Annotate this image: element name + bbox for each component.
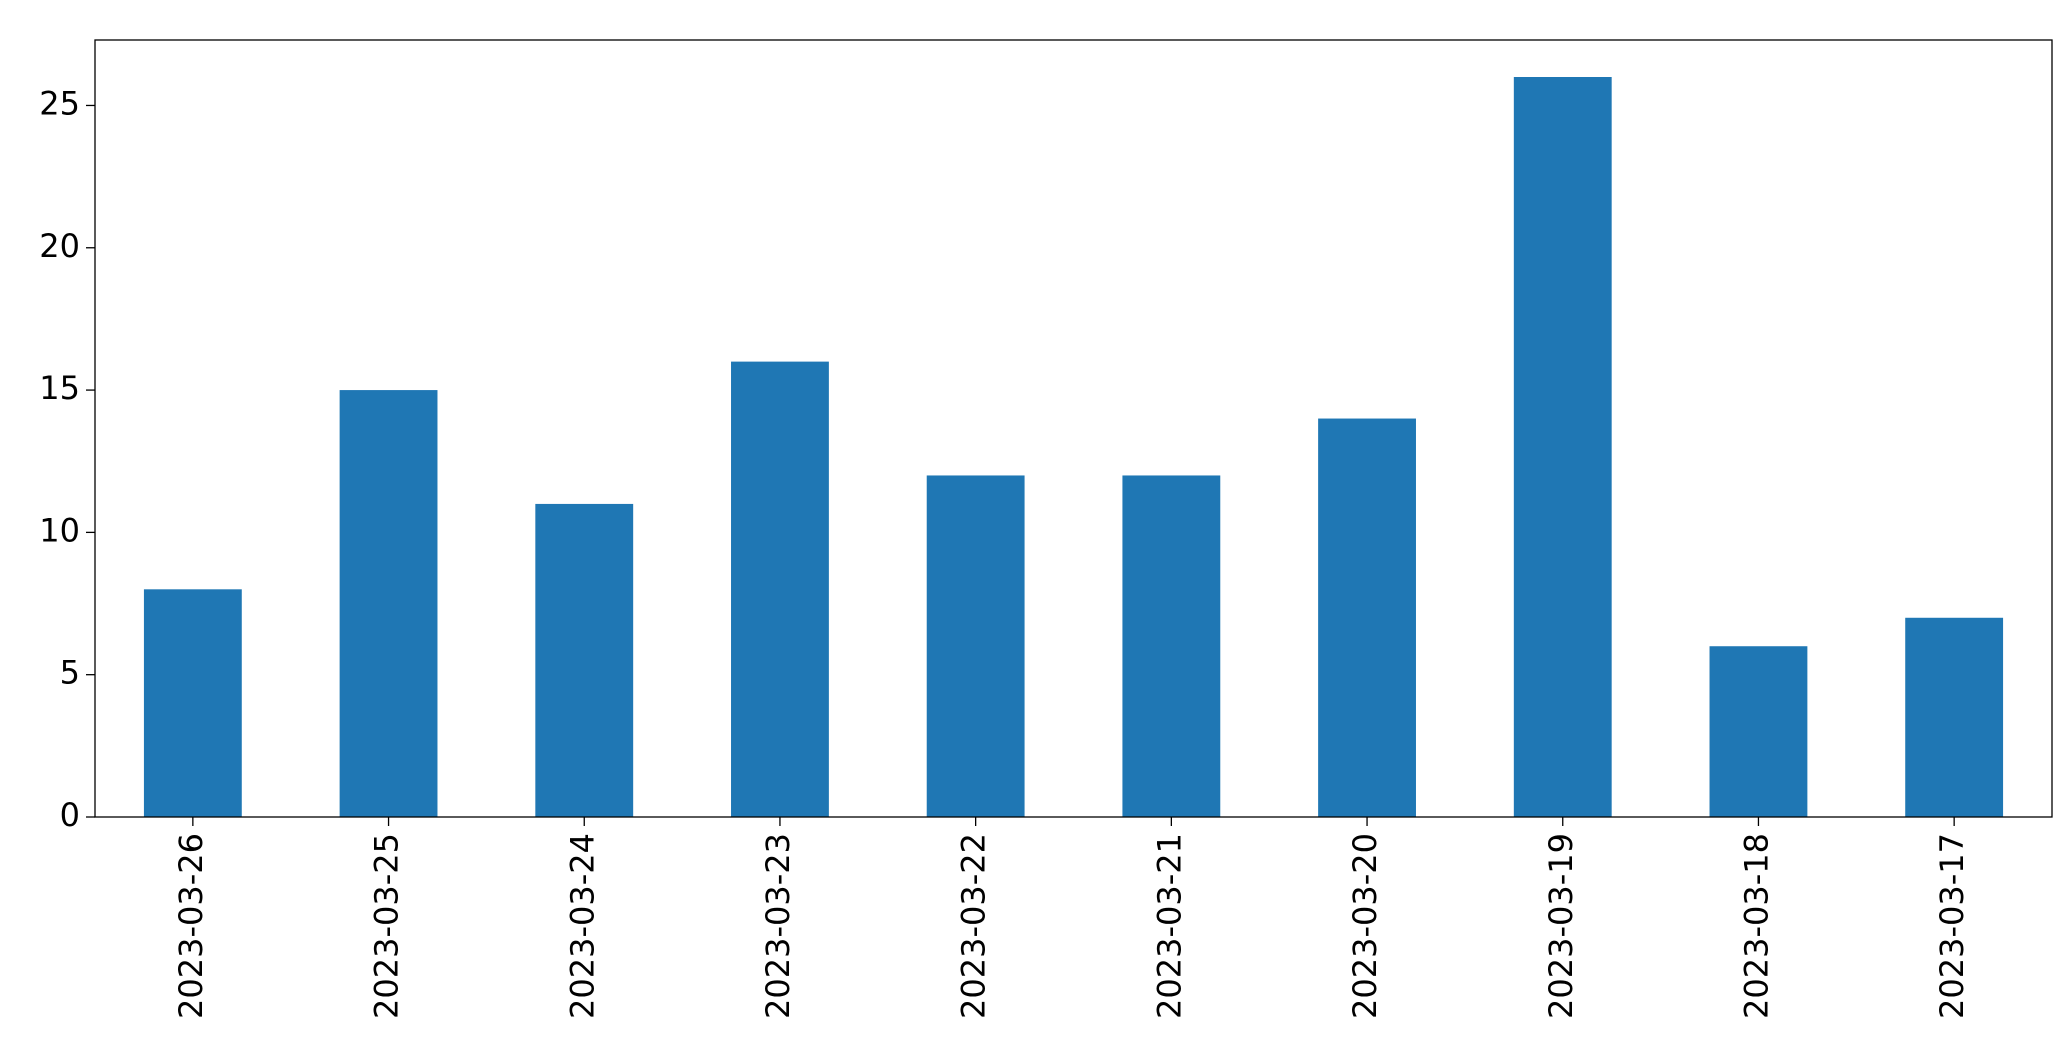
x-tick-label: 2023-03-20 (1346, 833, 1384, 1019)
x-tick-label: 2023-03-26 (172, 833, 210, 1019)
x-tick-label: 2023-03-18 (1737, 833, 1775, 1019)
bar (731, 361, 829, 817)
bar (1905, 617, 2004, 817)
x-tick-label: 2023-03-17 (1933, 833, 1971, 1019)
x-tick-label: 2023-03-24 (563, 833, 601, 1019)
bar (535, 503, 634, 817)
bar (1122, 475, 1221, 817)
x-tick-label: 2023-03-21 (1150, 833, 1188, 1019)
x-tick-label: 2023-03-22 (955, 833, 993, 1019)
x-tick-label: 2023-03-23 (759, 833, 797, 1019)
y-tick-label: 5 (60, 654, 80, 692)
y-tick-label: 0 (60, 796, 80, 834)
bar (339, 390, 438, 817)
bar (926, 475, 1025, 817)
plot-frame (94, 39, 2053, 818)
bar (1318, 418, 1416, 817)
y-tick-label: 20 (39, 227, 80, 265)
y-tick-label: 15 (39, 369, 80, 407)
bar (143, 589, 242, 817)
x-tick-label: 2023-03-19 (1542, 833, 1580, 1019)
bar (1709, 646, 1808, 817)
x-tick-label: 2023-03-25 (368, 833, 406, 1019)
bar (1513, 77, 1612, 817)
y-tick-label: 10 (39, 511, 80, 549)
y-tick-label: 25 (39, 84, 80, 122)
